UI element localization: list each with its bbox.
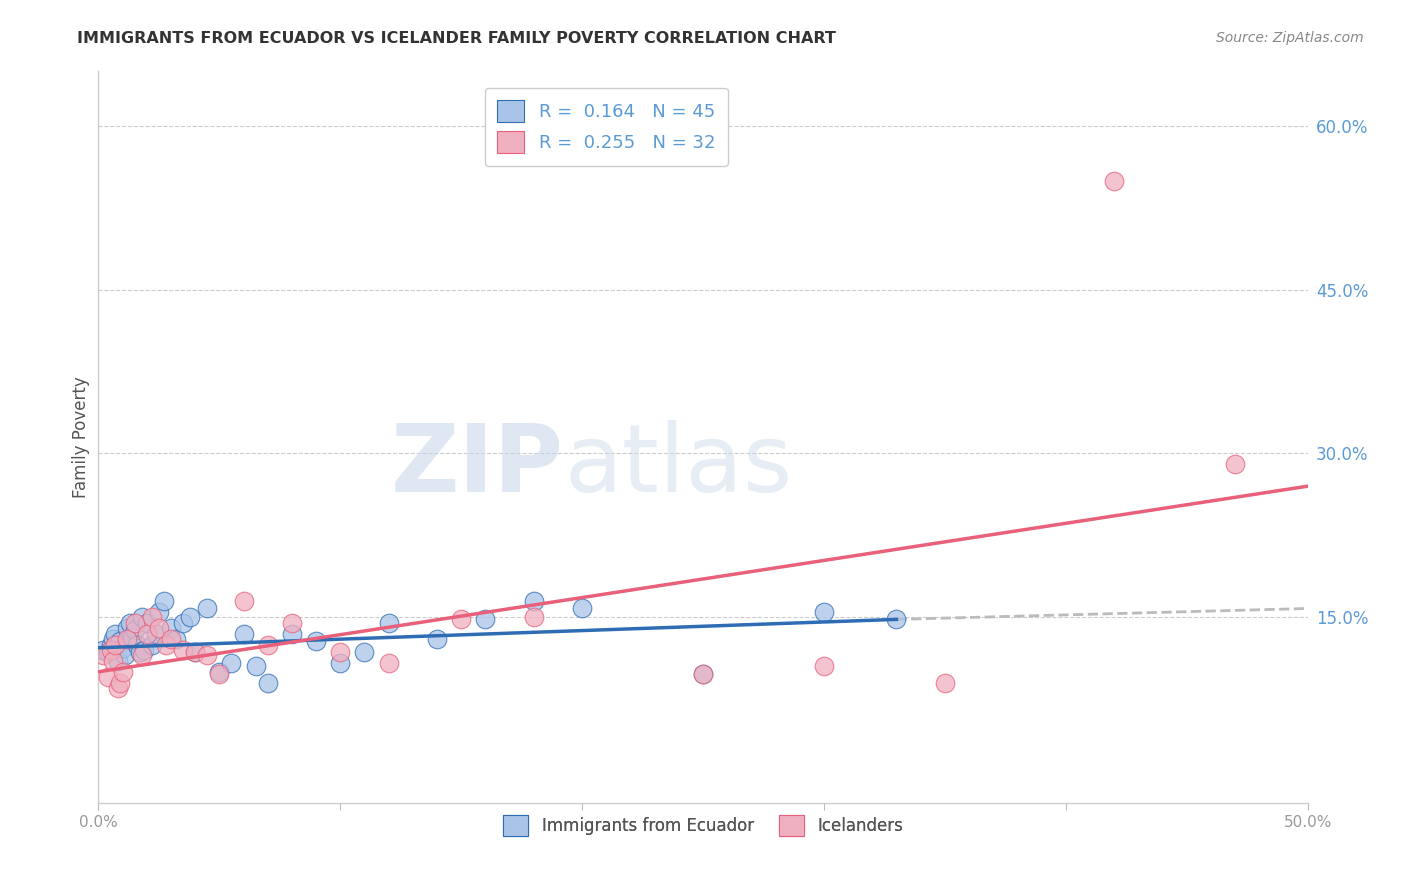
Point <box>91 643 114 657</box>
Point <box>91 648 114 663</box>
Point <box>97 670 120 684</box>
Point <box>256 638 278 652</box>
Legend: Immigrants from Ecuador, Icelanders: Immigrants from Ecuador, Icelanders <box>494 805 912 846</box>
Point <box>118 615 141 630</box>
Point <box>101 632 124 646</box>
Point <box>208 665 231 679</box>
Point <box>305 634 328 648</box>
Point <box>100 638 122 652</box>
Point <box>281 615 304 630</box>
Point <box>107 681 129 695</box>
Point <box>104 626 127 640</box>
Point <box>108 675 131 690</box>
Point <box>232 594 254 608</box>
Point <box>523 610 546 624</box>
Point <box>1223 458 1246 472</box>
Point <box>131 610 153 624</box>
Point <box>450 612 472 626</box>
Point <box>179 610 201 624</box>
Point <box>128 645 150 659</box>
Point <box>104 638 127 652</box>
Point <box>329 645 352 659</box>
Point <box>134 643 156 657</box>
Point <box>127 638 149 652</box>
Point <box>692 667 714 681</box>
Point <box>155 638 177 652</box>
Point <box>281 626 304 640</box>
Point <box>813 659 835 673</box>
Point <box>148 605 170 619</box>
Point <box>160 621 183 635</box>
Text: Source: ZipAtlas.com: Source: ZipAtlas.com <box>1216 31 1364 45</box>
Point <box>97 645 120 659</box>
Point <box>111 640 134 655</box>
Point <box>934 675 956 690</box>
Point <box>117 621 139 635</box>
Point <box>474 612 496 626</box>
Text: atlas: atlas <box>564 420 792 512</box>
Point <box>184 645 207 659</box>
Point <box>152 594 174 608</box>
Point <box>571 601 593 615</box>
Point <box>117 632 139 646</box>
Point <box>108 634 131 648</box>
Point <box>114 648 136 663</box>
Point <box>100 643 122 657</box>
Point <box>111 665 134 679</box>
Point <box>377 656 399 670</box>
Point <box>195 601 218 615</box>
Point <box>131 648 153 663</box>
Point <box>523 594 546 608</box>
Point <box>886 612 908 626</box>
Point <box>426 632 449 646</box>
Text: IMMIGRANTS FROM ECUADOR VS ICELANDER FAMILY POVERTY CORRELATION CHART: IMMIGRANTS FROM ECUADOR VS ICELANDER FAM… <box>77 31 837 46</box>
Text: ZIP: ZIP <box>391 420 564 512</box>
Point <box>329 656 352 670</box>
Point <box>141 610 163 624</box>
Point <box>165 632 187 646</box>
Point <box>172 615 194 630</box>
Point <box>145 626 167 640</box>
Point <box>148 621 170 635</box>
Point <box>135 626 157 640</box>
Point <box>121 630 143 644</box>
Point <box>256 675 278 690</box>
Point <box>245 659 267 673</box>
Point <box>353 645 375 659</box>
Point <box>232 626 254 640</box>
Point <box>1102 173 1125 187</box>
Point <box>101 654 124 668</box>
Y-axis label: Family Poverty: Family Poverty <box>72 376 90 498</box>
Point <box>184 645 207 659</box>
Point <box>160 632 183 646</box>
Point <box>124 624 146 638</box>
Point <box>135 615 157 630</box>
Point <box>172 643 194 657</box>
Point <box>124 615 146 630</box>
Point <box>195 648 218 663</box>
Point <box>208 667 231 681</box>
Point <box>377 615 399 630</box>
Point <box>221 656 243 670</box>
Point <box>692 667 714 681</box>
Point <box>141 638 163 652</box>
Point <box>107 654 129 668</box>
Point <box>813 605 835 619</box>
